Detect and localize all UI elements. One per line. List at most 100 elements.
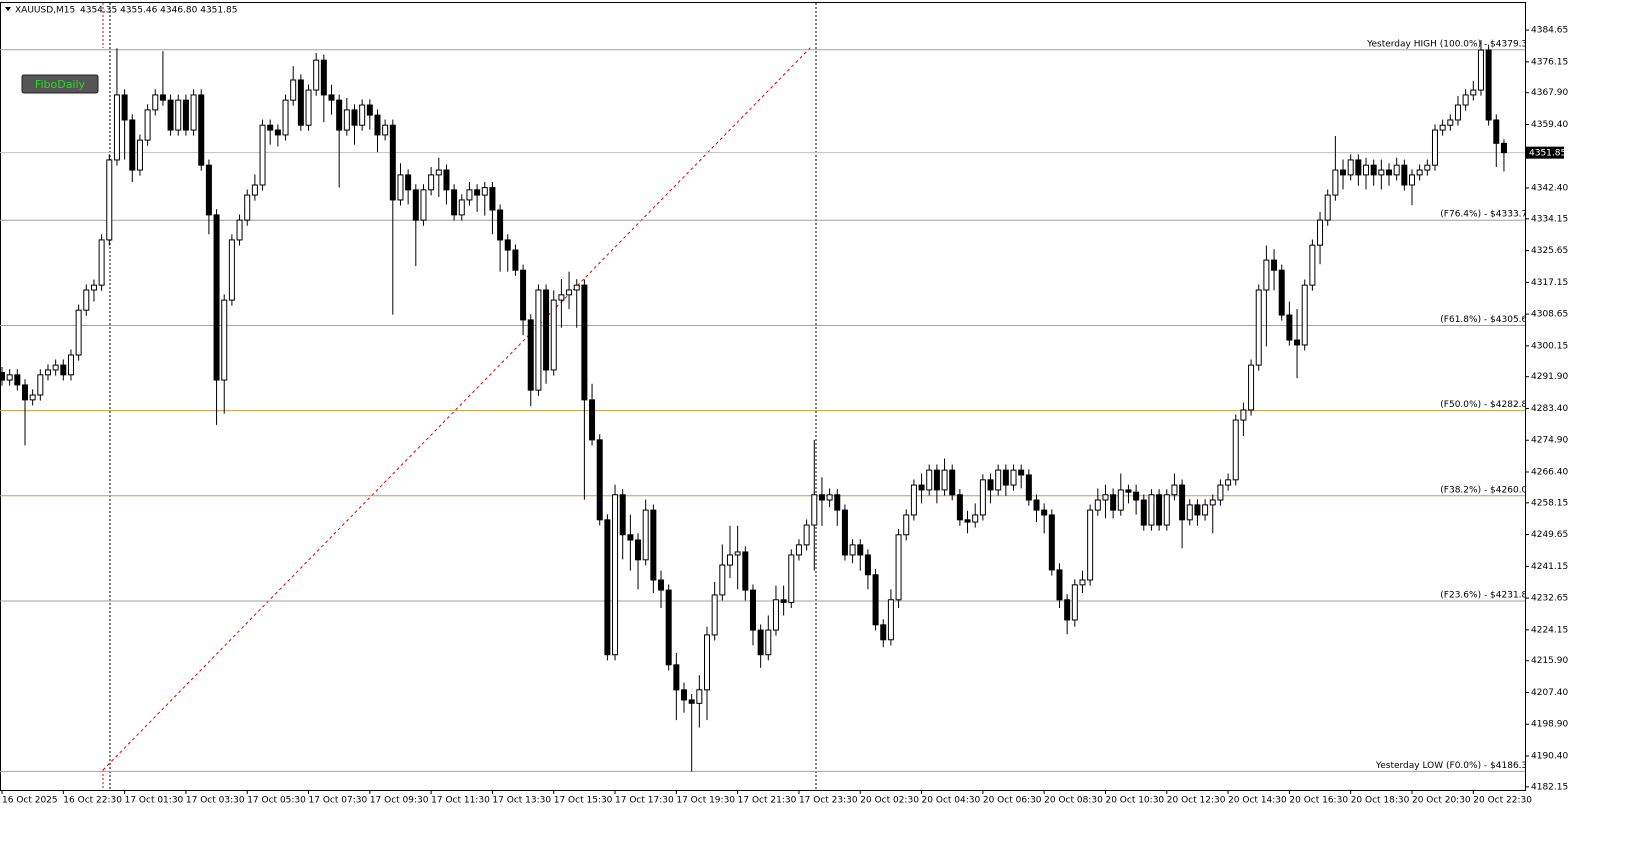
candle-body	[1025, 474, 1032, 501]
candle-body	[182, 99, 189, 131]
candle-body	[872, 574, 879, 626]
candle-body	[1401, 164, 1408, 186]
candle-body	[1454, 104, 1461, 121]
candle-body	[1393, 164, 1400, 176]
button-bg[interactable]	[21, 74, 99, 94]
candle-body	[895, 534, 902, 601]
candle-body	[1186, 504, 1193, 521]
candle-body	[67, 354, 74, 376]
candle-body	[29, 394, 36, 401]
candle-body	[405, 174, 412, 191]
y-tick-label: 4291.90	[1531, 372, 1568, 382]
candle-body	[90, 284, 97, 291]
y-tick-label: 4359.40	[1531, 120, 1568, 130]
x-tick-label: 17 Oct 01:30	[125, 796, 184, 806]
candle-body	[159, 94, 166, 101]
candle-body	[1447, 119, 1454, 126]
candle-body	[818, 494, 825, 501]
candle-body	[619, 494, 626, 536]
candle-body	[926, 469, 933, 491]
candle-body	[772, 599, 779, 631]
candle-body	[834, 494, 841, 511]
candle-body	[612, 494, 619, 656]
candle-body	[113, 94, 120, 161]
y-tick-label: 4274.90	[1531, 436, 1568, 446]
fibo-levels: Yesterday HIGH (100.0%) - $4379.38 (F76.4…	[0, 39, 1533, 772]
candle-body	[152, 94, 159, 111]
candle-body	[359, 104, 366, 126]
fibo-level-label: (F61.8%) - $4305.60	[1440, 315, 1533, 325]
candles	[0, 39, 1507, 772]
candle-body	[489, 187, 496, 211]
candle-body	[167, 99, 174, 131]
candle-body	[6, 374, 13, 381]
candle-body	[1378, 169, 1385, 176]
fibo-trendline	[102, 45, 813, 771]
candle-body	[1294, 339, 1301, 346]
candle-body	[581, 284, 588, 401]
candle-body	[497, 209, 504, 241]
current-price-label: 4351.85	[1529, 149, 1566, 159]
candle-body	[979, 479, 986, 516]
candle-body	[1286, 314, 1293, 341]
candle-body	[1500, 142, 1507, 154]
candle-body	[941, 469, 948, 491]
x-tick-label: 20 Oct 14:30	[1228, 796, 1287, 806]
candle-body	[918, 484, 925, 491]
candle-body	[589, 399, 596, 441]
candle-body	[1370, 164, 1377, 176]
x-tick-label: 17 Oct 21:30	[738, 796, 797, 806]
candle-body	[635, 539, 642, 561]
x-tick-label: 17 Oct 17:30	[615, 796, 674, 806]
candle-body	[1094, 499, 1101, 511]
x-tick-label: 17 Oct 23:30	[799, 796, 858, 806]
candle-body	[1278, 269, 1285, 316]
candle-body	[106, 159, 113, 241]
candle-body	[1309, 244, 1316, 286]
candle-body	[887, 599, 894, 641]
candle-body	[504, 239, 511, 251]
candle-body	[811, 494, 818, 526]
candle-body	[742, 551, 749, 591]
y-tick-label: 4198.90	[1531, 720, 1568, 730]
candle-body	[665, 589, 672, 666]
candle-body	[1324, 194, 1331, 221]
x-tick-label: 20 Oct 18:30	[1351, 796, 1410, 806]
candle-body	[703, 634, 710, 691]
candle-body	[658, 579, 665, 591]
candle-body	[1071, 584, 1078, 621]
candle-body	[788, 554, 795, 603]
x-tick-label: 17 Oct 07:30	[309, 796, 368, 806]
candle-body	[1424, 164, 1431, 171]
candle-body	[849, 544, 856, 556]
candle-body	[1416, 169, 1423, 176]
y-tick-label: 4300.15	[1531, 341, 1568, 351]
candle-body	[995, 469, 1002, 491]
candle-body	[228, 239, 235, 301]
x-tick-label: 20 Oct 10:30	[1105, 796, 1164, 806]
candle-body	[175, 99, 182, 131]
candle-body	[1470, 89, 1477, 96]
candle-body	[60, 364, 67, 376]
candle-body	[83, 289, 90, 311]
candle-body	[757, 629, 764, 656]
candle-body	[75, 309, 82, 356]
candle-body	[366, 104, 373, 116]
candle-body	[1117, 489, 1124, 511]
candle-body	[1087, 509, 1094, 581]
candle-body	[1179, 484, 1186, 521]
fibo-button[interactable]: FiboDaily	[21, 74, 99, 94]
candle-body	[37, 374, 44, 396]
candle-body	[328, 94, 335, 101]
candle-body	[527, 319, 534, 391]
candle-body	[650, 509, 657, 581]
candle-body	[1079, 579, 1086, 586]
ohlc-info: 4354.35 4355.46 4346.80 4351.85	[80, 6, 237, 16]
candle-body	[688, 699, 695, 704]
candle-body	[14, 374, 21, 386]
candle-body	[198, 94, 205, 166]
candle-body	[1064, 599, 1071, 621]
candle-body	[1133, 491, 1140, 501]
candle-body	[1140, 499, 1147, 526]
button-label[interactable]: FiboDaily	[35, 78, 86, 91]
